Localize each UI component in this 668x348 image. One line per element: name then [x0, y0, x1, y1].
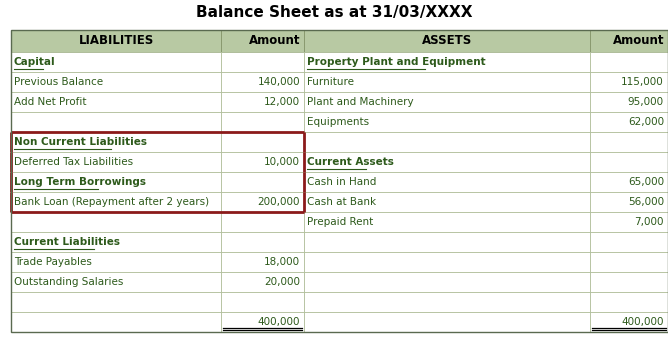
Text: Balance Sheet as at 31/03/XXXX: Balance Sheet as at 31/03/XXXX [196, 6, 472, 21]
Bar [304, 272, 590, 292]
Bar [221, 132, 304, 152]
Text: 7,000: 7,000 [635, 217, 664, 227]
Bar [221, 252, 304, 272]
Text: ASSETS: ASSETS [422, 34, 472, 47]
Text: 62,000: 62,000 [628, 117, 664, 127]
Text: 12,000: 12,000 [264, 97, 300, 107]
Text: Prepaid Rent: Prepaid Rent [307, 217, 373, 227]
Bar [11, 172, 221, 192]
Text: 20,000: 20,000 [264, 277, 300, 287]
Bar [221, 232, 304, 252]
Bar [590, 232, 668, 252]
Bar [221, 192, 304, 212]
Bar [590, 92, 668, 112]
Bar [590, 272, 668, 292]
Bar [304, 72, 590, 92]
Bar [304, 52, 590, 72]
Bar [11, 72, 221, 92]
Text: Deferred Tax Liabilities: Deferred Tax Liabilities [14, 157, 133, 167]
Text: Amount: Amount [613, 34, 664, 47]
Bar [590, 112, 668, 132]
Text: Bank Loan (Repayment after 2 years): Bank Loan (Repayment after 2 years) [14, 197, 209, 207]
Bar [304, 312, 590, 332]
Bar [304, 232, 590, 252]
Bar [590, 212, 668, 232]
Text: Equipments: Equipments [307, 117, 369, 127]
Bar [590, 152, 668, 172]
Text: Capital: Capital [14, 57, 55, 67]
Text: 140,000: 140,000 [257, 77, 300, 87]
Bar [304, 30, 590, 52]
Bar [11, 252, 221, 272]
Bar [304, 172, 590, 192]
Bar [221, 112, 304, 132]
Text: Furniture: Furniture [307, 77, 354, 87]
Bar [304, 292, 590, 312]
Bar [11, 112, 221, 132]
Bar [221, 152, 304, 172]
Bar [221, 172, 304, 192]
Text: Cash at Bank: Cash at Bank [307, 197, 376, 207]
Bar [304, 152, 590, 172]
Text: Amount: Amount [248, 34, 300, 47]
Text: Non Current Liabilities: Non Current Liabilities [14, 137, 147, 147]
Bar [11, 212, 221, 232]
Bar [221, 30, 304, 52]
Text: 400,000: 400,000 [621, 317, 664, 327]
Text: Property Plant and Equipment: Property Plant and Equipment [307, 57, 486, 67]
Text: Cash in Hand: Cash in Hand [307, 177, 376, 187]
Text: 115,000: 115,000 [621, 77, 664, 87]
Bar [221, 52, 304, 72]
Text: Long Term Borrowings: Long Term Borrowings [14, 177, 146, 187]
Bar [11, 152, 221, 172]
Bar [590, 292, 668, 312]
Bar [11, 30, 668, 332]
Bar [11, 30, 221, 52]
Text: 95,000: 95,000 [628, 97, 664, 107]
Bar [304, 192, 590, 212]
Text: Plant and Machinery: Plant and Machinery [307, 97, 413, 107]
Text: Previous Balance: Previous Balance [14, 77, 103, 87]
Bar [590, 132, 668, 152]
Text: 18,000: 18,000 [264, 257, 300, 267]
Text: Trade Payables: Trade Payables [14, 257, 92, 267]
Text: 56,000: 56,000 [628, 197, 664, 207]
Bar [221, 72, 304, 92]
Bar [11, 272, 221, 292]
Text: Add Net Profit: Add Net Profit [14, 97, 86, 107]
Bar [221, 312, 304, 332]
Text: 65,000: 65,000 [628, 177, 664, 187]
Bar [590, 252, 668, 272]
Bar [304, 252, 590, 272]
Text: 400,000: 400,000 [257, 317, 300, 327]
Text: Outstanding Salaries: Outstanding Salaries [14, 277, 124, 287]
Bar [221, 212, 304, 232]
Bar [221, 292, 304, 312]
Bar [11, 232, 221, 252]
Bar [590, 172, 668, 192]
Text: 200,000: 200,000 [257, 197, 300, 207]
Bar [221, 272, 304, 292]
Bar [11, 312, 221, 332]
Bar [304, 132, 590, 152]
Text: LIABILITIES: LIABILITIES [78, 34, 154, 47]
Bar [11, 92, 221, 112]
Bar [11, 132, 221, 152]
Bar [11, 52, 221, 72]
Bar [590, 192, 668, 212]
Text: Current Assets: Current Assets [307, 157, 394, 167]
Text: Current Liabilities: Current Liabilities [14, 237, 120, 247]
Text: 10,000: 10,000 [264, 157, 300, 167]
Bar [304, 212, 590, 232]
Bar [11, 192, 221, 212]
Bar [590, 312, 668, 332]
Bar [304, 92, 590, 112]
Bar [11, 292, 221, 312]
Bar [590, 52, 668, 72]
Bar [304, 112, 590, 132]
Bar [221, 92, 304, 112]
Bar [590, 72, 668, 92]
Bar [590, 30, 668, 52]
